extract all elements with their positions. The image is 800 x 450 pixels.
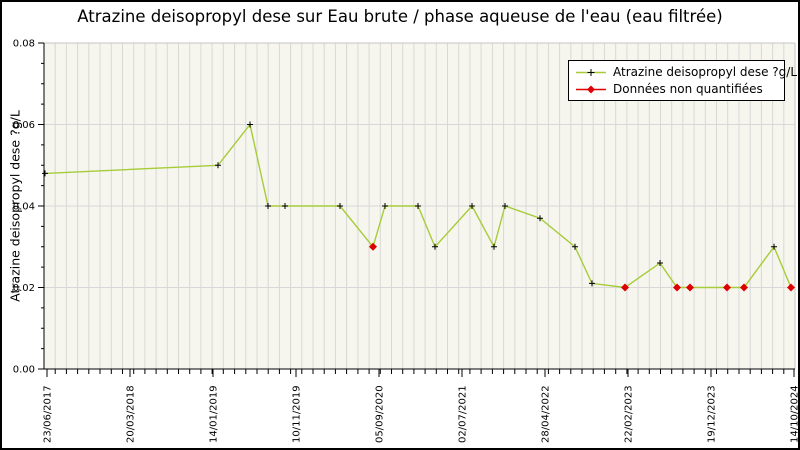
- x-tick-label: 23/06/2017: [43, 385, 54, 443]
- nq-point-marker: [369, 242, 377, 251]
- nq-point-marker: [686, 283, 694, 292]
- x-tick-label: 05/09/2020: [375, 385, 386, 443]
- legend-label-series: Atrazine deisopropyl dese ?g/L: [613, 65, 798, 79]
- data-point-marker: [589, 280, 595, 287]
- data-point-marker: [537, 215, 543, 222]
- x-tick-label: 14/10/2024: [790, 385, 800, 443]
- data-point-marker: [432, 243, 438, 250]
- chart-title: Atrazine deisopropyl dese sur Eau brute …: [77, 7, 723, 26]
- x-tick-label: 22/02/2023: [624, 385, 635, 443]
- data-point-marker: [265, 203, 271, 209]
- x-tick-label: 02/07/2021: [458, 385, 469, 443]
- data-point-marker: [337, 203, 343, 209]
- data-point-marker: [771, 243, 777, 250]
- data-point-marker: [502, 203, 508, 209]
- x-tick-label: 19/12/2023: [707, 385, 718, 443]
- y-tick-label: 0.06: [13, 120, 35, 131]
- nq-point-marker: [673, 283, 681, 292]
- nq-line-diamond-icon: [576, 85, 606, 93]
- data-point-marker: [572, 243, 578, 250]
- data-point-marker: [247, 121, 253, 128]
- data-point-marker: [42, 170, 48, 177]
- nq-point-marker: [621, 283, 629, 292]
- x-tick-label: 20/03/2018: [126, 385, 137, 443]
- data-point-marker: [215, 162, 221, 169]
- x-tick-label: 14/01/2019: [209, 385, 220, 443]
- y-tick-label: 0.00: [13, 365, 35, 376]
- x-tick-label: 28/04/2022: [541, 385, 552, 443]
- data-point-marker: [415, 203, 421, 209]
- diamond-marker-icon: [587, 85, 595, 93]
- y-axis-title: Atrazine deisopropyl dese ?g/L: [7, 110, 23, 302]
- y-tick-label: 0.04: [13, 202, 35, 213]
- legend-item-series: Atrazine deisopropyl dese ?g/L: [574, 64, 797, 80]
- legend: Atrazine deisopropyl dese ?g/L Données n…: [568, 60, 797, 101]
- y-tick-label: 0.08: [13, 39, 35, 50]
- plus-marker-icon: [587, 68, 595, 76]
- x-tick-label: 10/11/2019: [292, 385, 303, 443]
- data-point-marker: [657, 260, 663, 267]
- legend-item-nq: Données non quantifiées: [574, 81, 779, 97]
- data-point-marker: [491, 243, 497, 250]
- y-tick-label: 0.02: [13, 283, 35, 294]
- data-point-marker: [469, 203, 475, 209]
- legend-label-nq: Données non quantifiées: [613, 82, 763, 96]
- data-point-marker: [282, 203, 288, 209]
- nq-point-marker: [740, 283, 748, 292]
- nq-point-marker: [723, 283, 731, 292]
- series-line-plus-icon: [576, 68, 606, 76]
- nq-point-marker: [787, 283, 795, 292]
- data-point-marker: [382, 203, 388, 209]
